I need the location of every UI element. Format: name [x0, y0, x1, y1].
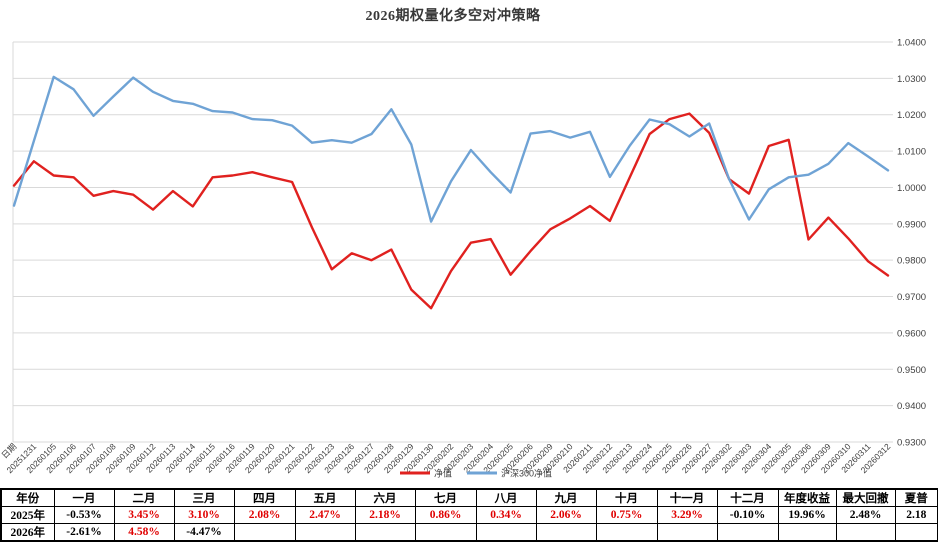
y-tick-label: 0.9600	[897, 328, 926, 339]
fund-nav-legend-label: 净值	[434, 468, 452, 479]
column-header: 最大回撤	[835, 488, 896, 507]
year-cell: 2025年	[0, 506, 55, 524]
value-cell: 2.18%	[354, 506, 416, 524]
value-cell: 4.58%	[113, 523, 175, 542]
table-row: 2026年 -2.61% 4.58% -4.47%	[0, 523, 938, 542]
value-cell: -0.53%	[53, 506, 115, 524]
value-cell	[894, 523, 938, 542]
column-header: 九月	[535, 488, 597, 507]
y-tick-label: 0.9900	[897, 219, 926, 230]
y-tick-label: 0.9700	[897, 292, 926, 303]
value-cell: 0.86%	[414, 506, 477, 524]
column-header: 年度收益	[777, 488, 837, 507]
hs300-nav-line	[12, 75, 890, 223]
chart-legend: 净值 沪深300净值	[400, 468, 552, 479]
value-cell	[414, 523, 477, 542]
chart-title: 2026期权量化多空对冲策略	[365, 9, 541, 24]
fund-nav-line	[12, 112, 890, 310]
y-tick-label: 1.0300	[897, 74, 926, 85]
column-header: 五月	[294, 488, 356, 507]
value-cell: -0.10%	[716, 506, 779, 524]
y-tick-label: 0.9400	[897, 401, 926, 412]
column-header: 夏普	[894, 488, 938, 507]
value-cell	[595, 523, 658, 542]
value-cell	[233, 523, 296, 542]
column-header: 六月	[354, 488, 416, 507]
value-cell	[535, 523, 597, 542]
value-cell	[294, 523, 356, 542]
value-cell: 19.96%	[777, 506, 837, 524]
value-cell	[777, 523, 837, 542]
value-cell: 0.75%	[595, 506, 658, 524]
value-cell: 2.18	[894, 506, 938, 524]
year-cell: 2026年	[0, 523, 55, 542]
value-cell: -4.47%	[173, 523, 235, 542]
y-tick-label: 1.0000	[897, 183, 926, 194]
value-cell: 3.10%	[173, 506, 235, 524]
y-tick-label: 1.0100	[897, 147, 926, 158]
value-cell: 2.08%	[233, 506, 296, 524]
value-cell	[716, 523, 779, 542]
hs300-nav-legend-label: 沪深300净值	[501, 468, 552, 479]
column-header: 年份	[0, 488, 55, 507]
gridlines	[12, 41, 893, 443]
y-tick-label: 0.9300	[897, 438, 926, 449]
column-header: 八月	[475, 488, 537, 507]
value-cell: 3.29%	[656, 506, 718, 524]
column-header: 三月	[173, 488, 235, 507]
table-row: 2025年 -0.53% 3.45% 3.10% 2.08% 2.47% 2.18% 0.86…	[0, 506, 938, 524]
value-cell: 2.48%	[835, 506, 896, 524]
column-header: 十二月	[716, 488, 779, 507]
value-cell	[656, 523, 718, 542]
column-header: 十月	[595, 488, 658, 507]
table-header-row: 年份 一月 二月 三月 四月 五月 六月 七月 八月 九月 十月 十一月 十二月 年度收益 最大回撤 夏普	[0, 488, 938, 507]
y-tick-label: 0.9800	[897, 256, 926, 267]
column-header: 十一月	[656, 488, 718, 507]
y-tick-label: 0.9500	[897, 365, 926, 376]
value-cell: 0.34%	[475, 506, 537, 524]
y-axis-labels: 1.0400 1.0300 1.0200 1.0100 1.0000 0.9900 0.98…	[897, 38, 926, 449]
monthly-returns-table: 年份 一月 二月 三月 四月 五月 六月 七月 八月 九月 十月 十一月 十二月 年度收益 最大回撤 夏普 20…	[0, 488, 938, 542]
y-tick-label: 1.0400	[897, 38, 926, 49]
strategy-chart: 1.0400 1.0300 1.0200 1.0100 1.0000 0.9900 0.98…	[0, 38, 926, 479]
value-cell	[835, 523, 896, 542]
column-header: 一月	[53, 488, 115, 507]
value-cell: 2.06%	[535, 506, 597, 524]
column-header: 二月	[113, 488, 175, 507]
value-cell: 2.47%	[294, 506, 356, 524]
y-tick-label: 1.0200	[897, 110, 926, 121]
value-cell: -2.61%	[53, 523, 115, 542]
column-header: 七月	[414, 488, 477, 507]
value-cell	[354, 523, 416, 542]
value-cell	[475, 523, 537, 542]
value-cell: 3.45%	[113, 506, 175, 524]
column-header: 四月	[233, 488, 296, 507]
